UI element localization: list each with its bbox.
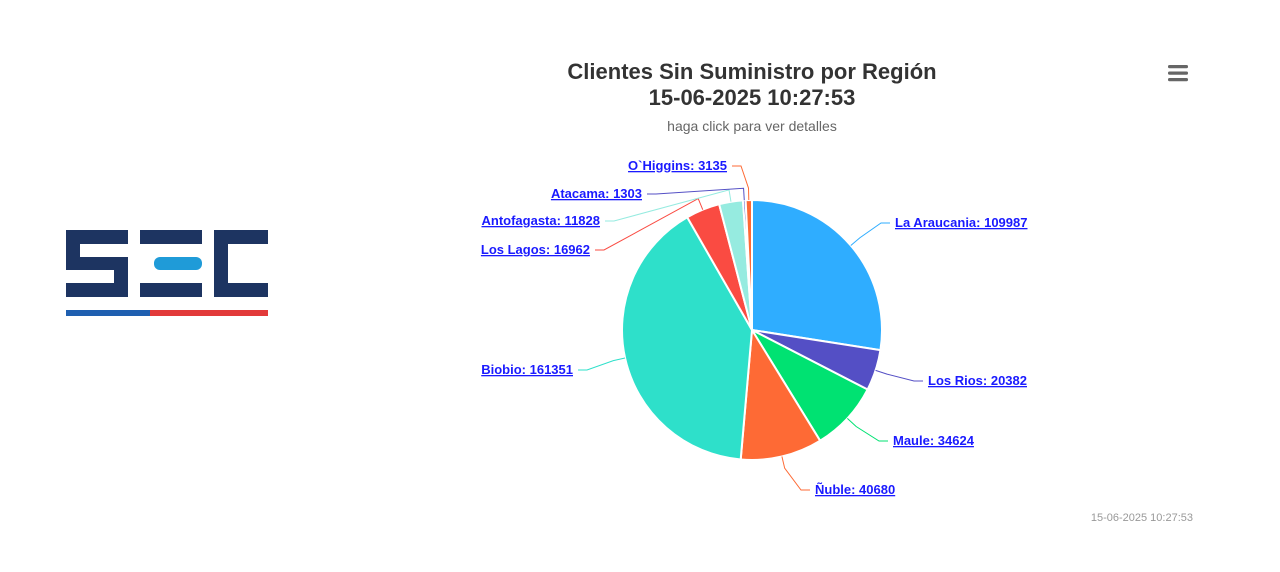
hamburger-menu-icon	[1168, 65, 1188, 82]
connector-la-araucania	[850, 222, 890, 246]
data-label-maule[interactable]: Maule: 34624	[893, 433, 975, 448]
data-label-o-higgins[interactable]: O`Higgins: 3135	[628, 158, 727, 173]
data-label-los-lagos[interactable]: Los Lagos: 16962	[481, 242, 590, 257]
chart-credit-timestamp: 15-06-2025 10:27:53	[1091, 512, 1193, 524]
connector-o-higgins	[732, 165, 750, 201]
pie-slice-nuble[interactable]	[739, 326, 822, 461]
connector-los-rios	[875, 369, 923, 382]
sec-logo	[66, 230, 268, 316]
connector-nuble	[781, 456, 810, 491]
data-label-los-rios[interactable]: Los Rios: 20382	[928, 373, 1027, 388]
data-label-atacama[interactable]: Atacama: 1303	[551, 186, 642, 201]
pie-slice-la-araucania[interactable]	[751, 198, 883, 352]
data-label-biobio[interactable]: Biobio: 161351	[481, 362, 573, 377]
chart-context-menu-button[interactable]	[1163, 60, 1193, 86]
connector-biobio	[578, 357, 626, 371]
connector-los-lagos	[595, 197, 704, 251]
connector-maule	[847, 418, 888, 442]
label-connectors	[578, 165, 923, 491]
data-label-antofagasta[interactable]: Antofagasta: 11828	[482, 213, 601, 228]
pie-slices	[621, 198, 883, 461]
chart-title-line-2: 15-06-2025 10:27:53	[649, 85, 856, 110]
data-labels: La Araucania: 109987 Los Rios: 20382 Maule…	[481, 158, 1028, 497]
data-label-la-araucania[interactable]: La Araucania: 109987	[895, 215, 1027, 230]
chart-subtitle: haga click para ver detalles	[667, 118, 837, 134]
connector-atacama	[647, 187, 745, 201]
chart-title-line-1: Clientes Sin Suministro por Región	[567, 59, 936, 84]
pie-slice-biobio[interactable]	[621, 215, 754, 461]
data-label-nuble[interactable]: Ñuble: 40680	[815, 482, 895, 497]
connector-antofagasta	[605, 189, 732, 222]
